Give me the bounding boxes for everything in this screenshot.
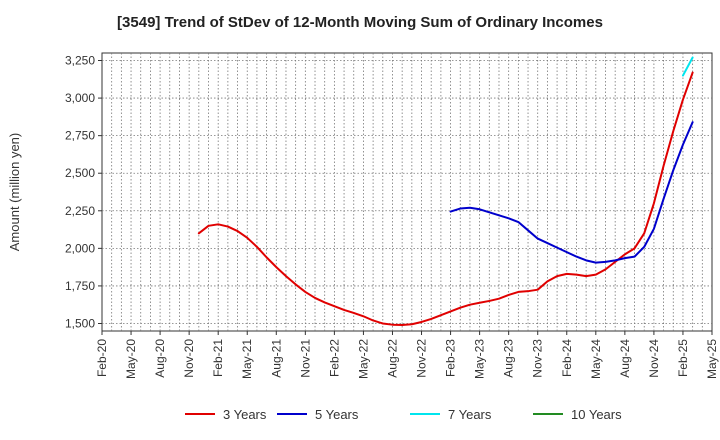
x-tick-label: May-21 bbox=[240, 339, 254, 379]
x-tick-label: Feb-20 bbox=[95, 339, 109, 377]
x-tick-label: Feb-21 bbox=[211, 339, 225, 377]
legend-label-7-years: 7 Years bbox=[448, 407, 492, 422]
x-tick-label: Aug-21 bbox=[269, 339, 283, 378]
x-tick-label: Aug-24 bbox=[618, 339, 632, 378]
y-tick-label: 2,750 bbox=[65, 129, 95, 143]
x-tick-label: May-25 bbox=[705, 339, 719, 379]
y-axis: 1,500 1,750 2,000 2,250 2,500 2,750 3,000 3,250 bbox=[65, 54, 102, 330]
x-tick-label: Feb-23 bbox=[444, 339, 458, 377]
x-tick-label: Feb-24 bbox=[560, 339, 574, 377]
x-tick-label: Nov-23 bbox=[531, 339, 545, 378]
series-line-5-years bbox=[449, 121, 694, 264]
x-tick-label: Nov-20 bbox=[182, 339, 196, 378]
y-tick-label: 3,250 bbox=[65, 54, 95, 68]
x-axis: Feb-20 May-20 Aug-20 Nov-20 Feb-21 May-21 Aug-… bbox=[95, 331, 719, 379]
x-tick-label: Aug-22 bbox=[385, 339, 399, 378]
x-tick-label: May-24 bbox=[589, 339, 603, 379]
x-tick-label: May-22 bbox=[356, 339, 370, 379]
y-tick-label: 1,750 bbox=[65, 279, 95, 293]
x-tick-label: Feb-22 bbox=[327, 339, 341, 377]
y-tick-label: 2,250 bbox=[65, 204, 95, 218]
plot-area bbox=[101, 52, 713, 332]
series-line-7-years bbox=[681, 56, 694, 77]
x-tick-label: Aug-23 bbox=[502, 339, 516, 378]
series-lines bbox=[197, 56, 694, 326]
x-tick-label: May-23 bbox=[473, 339, 487, 379]
y-tick-label: 2,500 bbox=[65, 166, 95, 180]
legend: 3 Years 5 Years 7 Years 10 Years bbox=[185, 407, 622, 422]
legend-label-3-years: 3 Years bbox=[223, 407, 267, 422]
x-tick-label: Nov-21 bbox=[298, 339, 312, 378]
x-tick-label: Aug-20 bbox=[153, 339, 167, 378]
y-tick-label: 1,500 bbox=[65, 316, 95, 330]
x-tick-label: Nov-24 bbox=[647, 339, 661, 378]
x-tick-label: May-20 bbox=[124, 339, 138, 379]
y-tick-label: 2,000 bbox=[65, 241, 95, 255]
chart-title: [3549] Trend of StDev of 12-Month Moving… bbox=[117, 14, 603, 31]
legend-label-5-years: 5 Years bbox=[315, 407, 359, 422]
y-tick-label: 3,000 bbox=[65, 91, 95, 105]
legend-label-10-years: 10 Years bbox=[571, 407, 622, 422]
x-tick-label: Feb-25 bbox=[676, 339, 690, 377]
y-axis-label: Amount (million yen) bbox=[7, 133, 22, 252]
series-line-3-years bbox=[197, 71, 694, 326]
x-tick-label: Nov-22 bbox=[415, 339, 429, 378]
